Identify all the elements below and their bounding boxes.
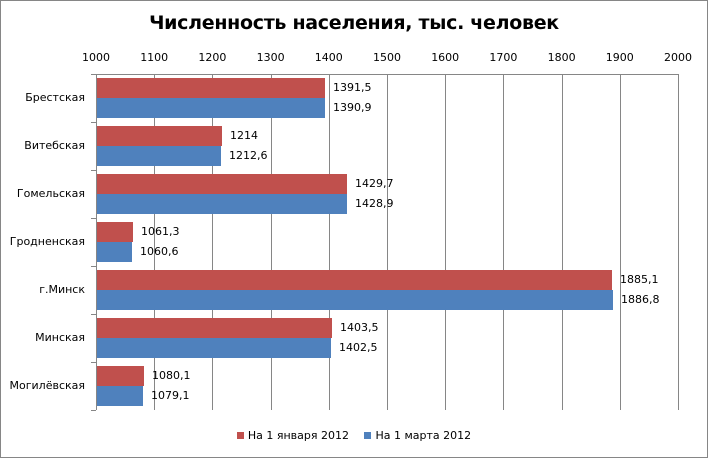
x-tick-label: 1300: [256, 51, 285, 64]
y-tick-mark: [91, 74, 96, 75]
legend-item-march: На 1 марта 2012: [364, 429, 471, 442]
chart-title: Численность населения, тыс. человек: [149, 12, 559, 34]
y-tick-mark: [91, 362, 96, 363]
data-label: 1428,9: [355, 197, 394, 210]
category-label: Минская: [35, 331, 85, 344]
category-label: Могилёвская: [9, 379, 85, 392]
bar-january: [97, 270, 612, 290]
legend-swatch-blue: [364, 432, 372, 439]
bar-january: [97, 78, 325, 98]
y-tick-mark: [91, 314, 96, 315]
x-axis-line: [92, 74, 678, 75]
data-label: 1060,6: [140, 245, 179, 258]
bar-january: [97, 222, 133, 242]
bar-january: [97, 318, 332, 338]
y-tick-mark: [91, 122, 96, 123]
bar-march: [97, 194, 347, 214]
data-label: 1885,1: [620, 273, 659, 286]
x-tick-label: 2000: [664, 51, 692, 64]
category-label: г.Минск: [39, 283, 85, 296]
x-tick-label: 1900: [605, 51, 634, 64]
data-label: 1886,8: [621, 293, 660, 306]
plot-area: 1391,5 1390,9 1214 1212,6 1429,7 1428,9 1061,3…: [91, 74, 679, 411]
category-label: Витебская: [24, 139, 85, 152]
data-label: 1079,1: [151, 389, 190, 402]
gridline: [445, 74, 446, 410]
data-label: 1080,1: [152, 369, 191, 382]
gridline: [562, 74, 563, 410]
y-tick-mark: [91, 218, 96, 219]
y-tick-mark: [91, 410, 96, 411]
data-label: 1402,5: [339, 341, 378, 354]
legend-item-january: На 1 января 2012: [236, 429, 349, 442]
gridline: [620, 74, 621, 410]
gridline: [387, 74, 388, 410]
gridline: [503, 74, 504, 410]
x-tick-label: 1500: [373, 51, 401, 64]
data-label: 1212,6: [229, 149, 268, 162]
legend-label: На 1 марта 2012: [375, 429, 472, 442]
x-tick-label: 1000: [82, 51, 110, 64]
y-tick-mark: [91, 170, 96, 171]
x-tick-label: 1700: [489, 51, 518, 64]
bar-march: [97, 386, 143, 406]
gridline: [154, 74, 155, 410]
bar-march: [97, 338, 331, 358]
bar-march: [97, 98, 325, 118]
data-label: 1214: [230, 129, 258, 142]
x-tick-label: 1100: [140, 51, 169, 64]
legend: На 1 января 2012 На 1 марта 2012: [0, 429, 708, 442]
gridline: [212, 74, 213, 410]
data-label: 1391,5: [333, 81, 372, 94]
bar-january: [97, 126, 222, 146]
data-label: 1429,7: [355, 177, 394, 190]
x-tick-label: 1600: [431, 51, 460, 64]
bar-march: [97, 242, 132, 262]
x-tick-label: 1800: [547, 51, 576, 64]
legend-swatch-red: [236, 432, 244, 439]
bar-january: [97, 174, 347, 194]
category-label: Гомельская: [16, 187, 85, 200]
x-tick-label: 1400: [314, 51, 343, 64]
y-axis-line: [96, 74, 97, 410]
data-label: 1061,3: [141, 225, 180, 238]
gridline: [678, 74, 679, 410]
bar-january: [97, 366, 144, 386]
data-label: 1403,5: [340, 321, 379, 334]
bar-march: [97, 290, 613, 310]
data-label: 1390,9: [333, 101, 372, 114]
y-tick-mark: [91, 266, 96, 267]
x-tick-label: 1200: [198, 51, 227, 64]
category-label: Брестская: [25, 91, 85, 104]
bar-march: [97, 146, 221, 166]
legend-label: На 1 января 2012: [247, 429, 349, 442]
category-label: Гродненская: [9, 235, 85, 248]
gridline: [329, 74, 330, 410]
gridline: [271, 74, 272, 410]
